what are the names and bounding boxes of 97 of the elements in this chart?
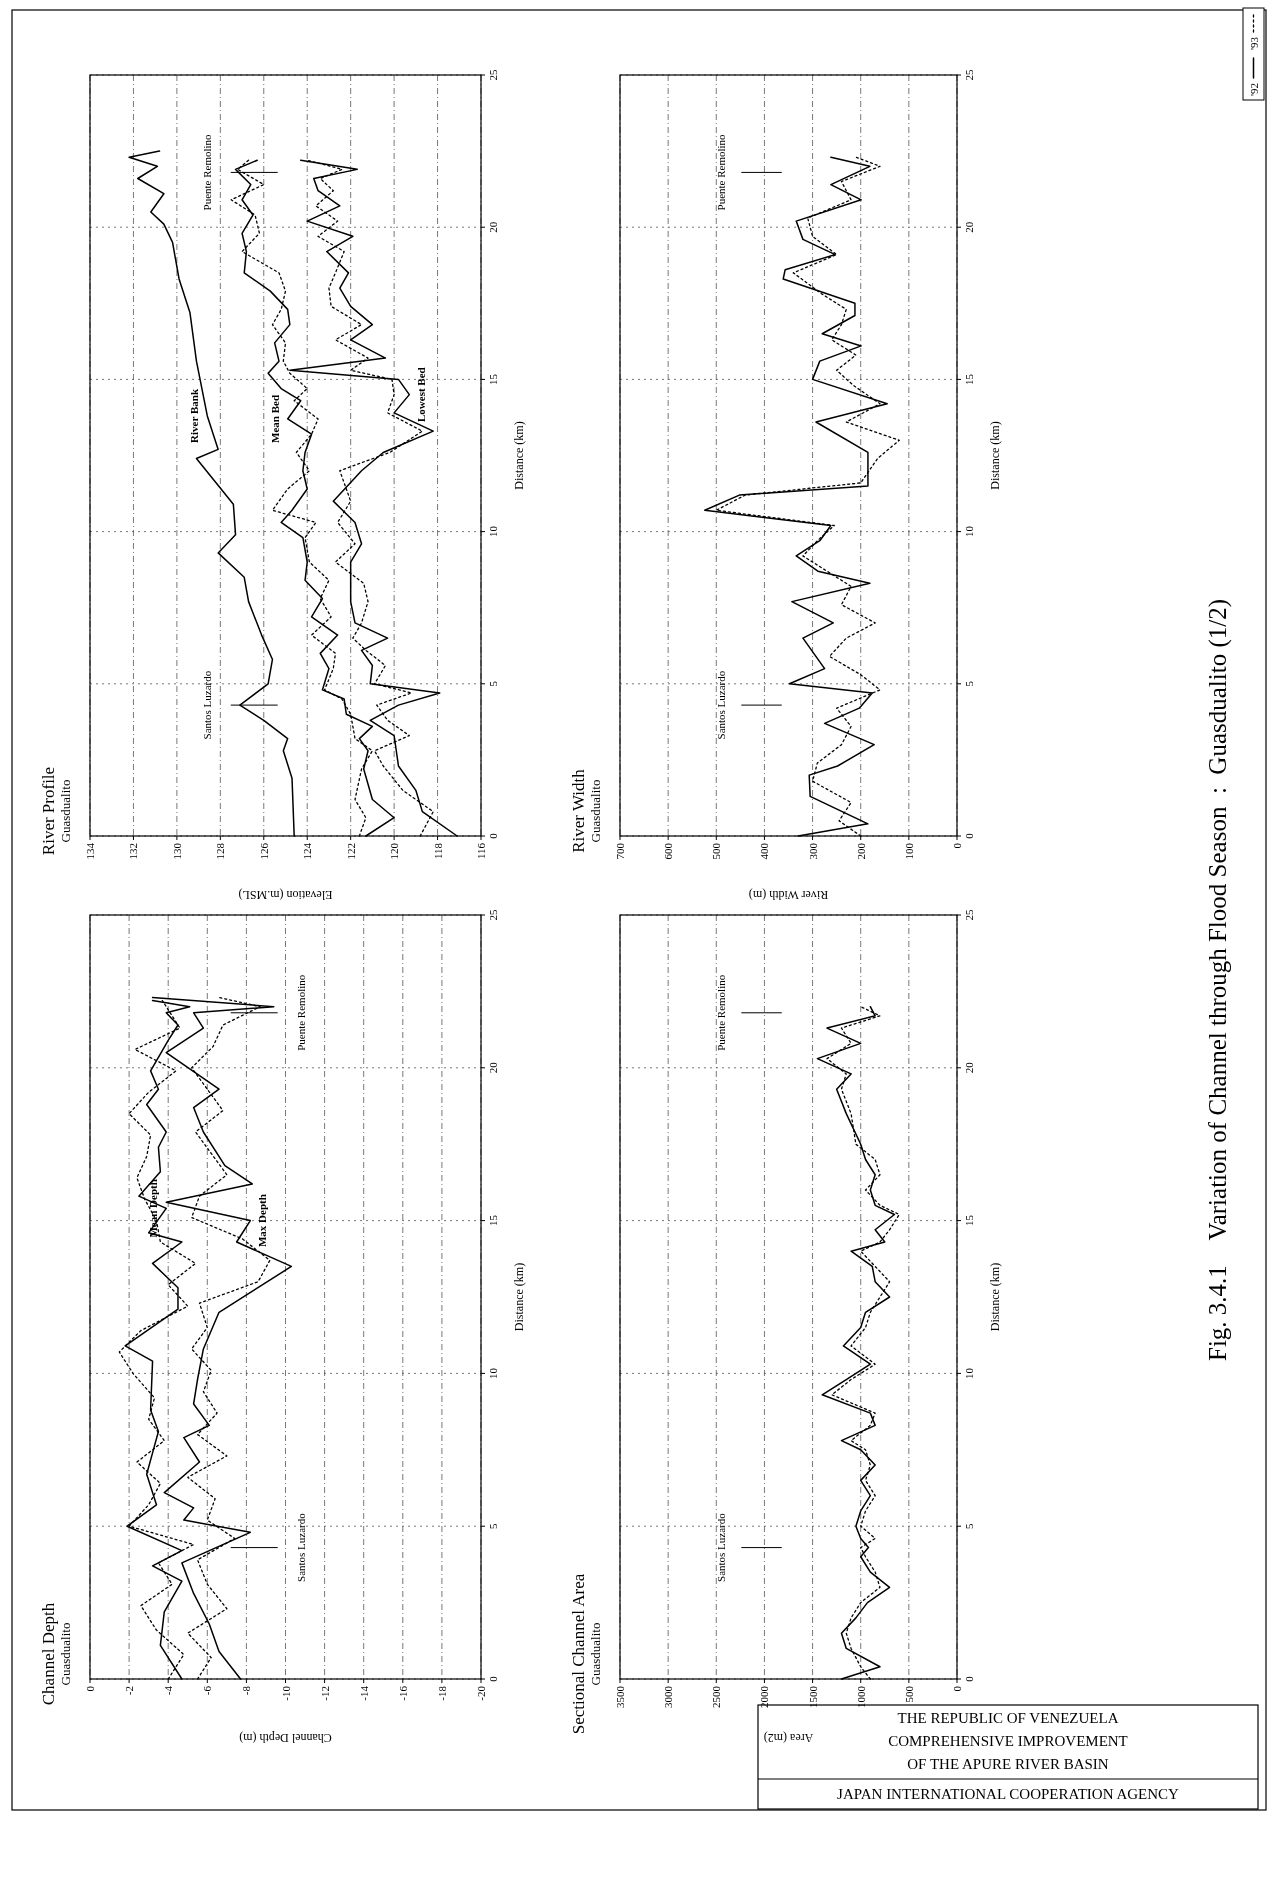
text: COMPREHENSIVE IMPROVEMENT bbox=[888, 1733, 1128, 1749]
y-tick-label: 0 bbox=[963, 1675, 975, 1682]
x-tick-label: 500 bbox=[710, 842, 723, 860]
x-axis-title: Channel Depth (m) bbox=[239, 1731, 332, 1745]
text: Guasdualito bbox=[58, 779, 73, 843]
ref-line-label: Puente Remolino bbox=[295, 974, 308, 1051]
text: Guasdualito bbox=[588, 779, 603, 843]
x-tick-label: -8 bbox=[240, 1685, 253, 1696]
ref-line-label: Santos Luzardo bbox=[201, 670, 214, 740]
y-tick-label: 20 bbox=[963, 221, 975, 233]
text: JAPAN INTERNATIONAL COOPERATION AGENCY bbox=[837, 1786, 1180, 1802]
x-axis-title: Elevation (m.MSL) bbox=[238, 888, 333, 902]
x-tick-label: -10 bbox=[279, 1685, 292, 1701]
text: Mean Bed bbox=[268, 394, 281, 443]
y-tick-label: 5 bbox=[487, 1522, 499, 1529]
x-tick-label: 124 bbox=[301, 842, 314, 860]
y-tick-label: 10 bbox=[487, 525, 499, 538]
x-tick-label: 132 bbox=[127, 843, 140, 860]
y-axis-title: Distance (km) bbox=[988, 1262, 1002, 1332]
y-tick-label: 15 bbox=[963, 1214, 975, 1227]
y-tick-label: 10 bbox=[963, 1367, 975, 1379]
text: River Width bbox=[569, 768, 588, 853]
text: Max Depth bbox=[256, 1194, 269, 1248]
y-tick-label: 20 bbox=[487, 221, 499, 233]
x-tick-label: 300 bbox=[806, 842, 819, 860]
x-axis-title: River Width (m) bbox=[748, 888, 829, 902]
x-tick-label: 100 bbox=[902, 842, 915, 860]
y-tick-label: 5 bbox=[963, 680, 975, 687]
ref-line-label: Santos Luzardo bbox=[715, 670, 728, 740]
x-tick-label: -16 bbox=[396, 1685, 409, 1701]
x-tick-label: -20 bbox=[475, 1685, 487, 1701]
text: Channel Depth bbox=[39, 1602, 58, 1706]
text: OF THE APURE RIVER BASIN bbox=[907, 1756, 1109, 1772]
x-tick-label: 118 bbox=[431, 842, 444, 860]
y-tick-label: 0 bbox=[487, 1675, 499, 1682]
x-tick-label: 3500 bbox=[614, 1685, 626, 1708]
x-tick-label: -12 bbox=[318, 1686, 331, 1701]
x-tick-label: -18 bbox=[435, 1685, 448, 1701]
x-tick-label: -6 bbox=[201, 1685, 214, 1696]
x-tick-label: -2 bbox=[123, 1686, 136, 1696]
x-tick-label: 500 bbox=[902, 1685, 915, 1703]
text: Mean Depth bbox=[147, 1179, 160, 1238]
ref-line-label: Santos Luzardo bbox=[715, 1512, 728, 1582]
text: Fig. 3.4.1 Variation of Channel through Flood Season : Guasdualito (1/2) bbox=[1203, 599, 1232, 1361]
y-tick-label: 0 bbox=[487, 832, 499, 839]
legend-label: '93 bbox=[1247, 36, 1260, 50]
x-tick-label: 2500 bbox=[710, 1685, 723, 1708]
y-tick-label: 20 bbox=[487, 1061, 499, 1074]
legend-label: '92 bbox=[1247, 83, 1260, 96]
x-tick-label: 0 bbox=[951, 1685, 963, 1692]
y-tick-label: 10 bbox=[487, 1367, 499, 1379]
text: River Bank bbox=[188, 388, 201, 443]
text: THE REPUBLIC OF VENEZUELA bbox=[897, 1710, 1119, 1726]
y-tick-label: 0 bbox=[963, 832, 975, 839]
y-tick-label: 25 bbox=[487, 909, 499, 921]
text: Guasdualito bbox=[58, 1622, 73, 1686]
y-tick-label: 15 bbox=[487, 373, 499, 385]
x-tick-label: 200 bbox=[854, 842, 867, 860]
text: Sectional Channel Area bbox=[569, 1573, 588, 1735]
y-tick-label: 15 bbox=[487, 1214, 499, 1227]
x-tick-label: 122 bbox=[344, 843, 357, 860]
x-tick-label: 700 bbox=[614, 842, 626, 860]
x-tick-label: 2000 bbox=[758, 1685, 771, 1708]
x-tick-label: 134 bbox=[84, 842, 96, 860]
y-axis-title: Distance (km) bbox=[512, 421, 526, 490]
y-tick-label: 25 bbox=[963, 909, 975, 921]
x-tick-label: 3000 bbox=[662, 1685, 675, 1708]
y-tick-label: 5 bbox=[487, 680, 499, 687]
y-tick-label: 20 bbox=[963, 1061, 975, 1074]
text: Lowest Bed bbox=[415, 367, 428, 422]
x-tick-label: -14 bbox=[357, 1685, 370, 1701]
x-tick-label: 128 bbox=[214, 842, 227, 860]
ref-line-label: Puente Remolino bbox=[715, 974, 728, 1051]
text: River Profile bbox=[39, 766, 58, 856]
x-tick-label: 1500 bbox=[806, 1685, 819, 1708]
y-tick-label: 15 bbox=[963, 373, 975, 385]
x-tick-label: 600 bbox=[662, 842, 675, 860]
x-tick-label: 0 bbox=[84, 1685, 96, 1692]
x-tick-label: 130 bbox=[170, 842, 183, 860]
x-tick-label: 126 bbox=[257, 842, 270, 860]
y-tick-label: 5 bbox=[963, 1522, 975, 1529]
x-tick-label: 0 bbox=[951, 842, 963, 849]
x-axis-title: Area (m2) bbox=[763, 1731, 814, 1745]
x-tick-label: 1000 bbox=[854, 1685, 867, 1708]
x-tick-label: 116 bbox=[475, 842, 487, 860]
text: Guasdualito bbox=[588, 1622, 603, 1686]
y-tick-label: 25 bbox=[963, 69, 975, 81]
ref-line-label: Santos Luzardo bbox=[295, 1512, 308, 1582]
y-tick-label: 25 bbox=[487, 69, 499, 81]
ref-line-label: Puente Remolino bbox=[201, 133, 214, 211]
y-axis-title: Distance (km) bbox=[512, 1262, 526, 1332]
x-tick-label: 120 bbox=[388, 842, 401, 860]
y-tick-label: 10 bbox=[963, 525, 975, 538]
x-tick-label: 400 bbox=[758, 842, 771, 860]
y-axis-title: Distance (km) bbox=[988, 421, 1002, 490]
x-tick-label: -4 bbox=[162, 1685, 175, 1696]
ref-line-label: Puente Remolino bbox=[715, 133, 728, 211]
